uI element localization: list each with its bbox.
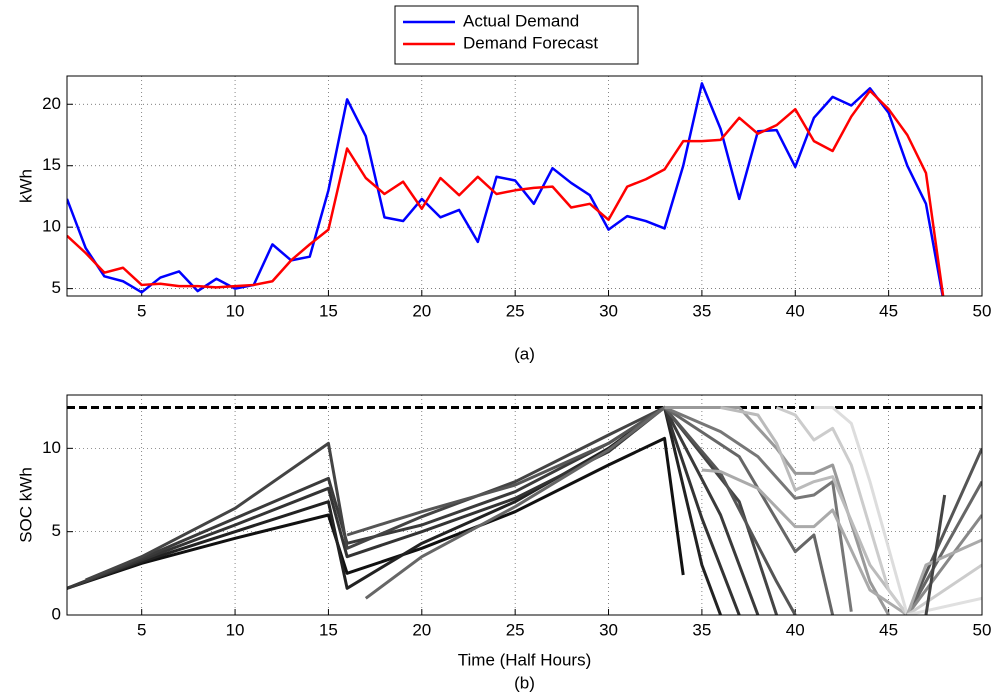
series-line	[67, 406, 760, 615]
y-tick-label: 10	[42, 438, 61, 457]
y-tick-label: 5	[52, 521, 61, 540]
series-line	[67, 89, 945, 296]
series-line	[663, 406, 853, 612]
x-tick-label: 25	[506, 301, 525, 320]
y-axis-label: SOC kWh	[16, 467, 35, 543]
x-tick-label: 30	[599, 301, 618, 320]
x-tick-label: 30	[599, 620, 618, 639]
y-tick-label: 5	[52, 278, 61, 297]
x-tick-label: 5	[137, 620, 146, 639]
x-tick-label: 20	[412, 620, 431, 639]
y-axis-label: kWh	[16, 169, 35, 203]
legend-label: Demand Forecast	[463, 33, 598, 52]
x-tick-label: 35	[692, 620, 711, 639]
caption: (a)	[514, 344, 535, 363]
series-line	[905, 447, 982, 615]
series-line	[720, 406, 909, 615]
plot-lines	[67, 406, 982, 615]
x-tick-label: 45	[879, 620, 898, 639]
y-tick-label: 20	[42, 94, 61, 113]
series-line	[905, 538, 982, 615]
x-tick-label: 15	[319, 301, 338, 320]
x-axis-label: Time (Half Hours)	[458, 650, 592, 669]
series-line	[906, 514, 982, 615]
series-line	[67, 406, 722, 615]
series-line	[906, 596, 982, 615]
series-line	[346, 406, 797, 615]
x-tick-label: 45	[879, 301, 898, 320]
y-tick-label: 15	[42, 155, 61, 174]
plot-lines	[67, 82, 945, 296]
series-line	[67, 406, 741, 615]
series-line	[67, 82, 944, 296]
x-tick-label: 50	[973, 620, 992, 639]
x-tick-label: 25	[506, 620, 525, 639]
x-tick-label: 15	[319, 620, 338, 639]
series-line	[924, 494, 947, 615]
caption: (b)	[514, 673, 535, 692]
x-tick-label: 35	[692, 301, 711, 320]
x-tick-label: 40	[786, 301, 805, 320]
x-tick-label: 50	[973, 301, 992, 320]
series-line	[67, 436, 685, 590]
series-line	[906, 563, 982, 615]
x-tick-label: 40	[786, 620, 805, 639]
x-tick-label: 10	[226, 620, 245, 639]
y-tick-label: 0	[52, 604, 61, 623]
y-tick-label: 10	[42, 217, 61, 236]
series-line	[701, 468, 909, 615]
legend-box	[394, 5, 639, 65]
series-line	[664, 406, 890, 615]
plot-area	[67, 76, 982, 296]
x-tick-label: 5	[137, 301, 146, 320]
series-line	[813, 406, 909, 615]
x-tick-label: 10	[226, 301, 245, 320]
series-line	[905, 480, 982, 615]
axes-frame	[66, 394, 983, 616]
series-line	[776, 406, 909, 615]
axes-frame	[66, 75, 983, 297]
x-tick-label: 20	[412, 301, 431, 320]
legend-label: Actual Demand	[463, 11, 579, 30]
